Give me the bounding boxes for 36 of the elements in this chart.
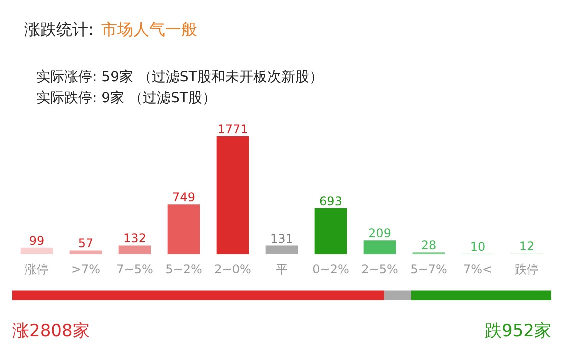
data-label: 28 bbox=[421, 238, 437, 253]
text: 实际涨停: 59家 （过滤ST股和未开板次新股） bbox=[36, 70, 324, 86]
data-label: 131 bbox=[270, 232, 294, 246]
x-tick-label: 跌停 bbox=[515, 262, 539, 276]
chart-title: 涨跌统计: bbox=[24, 20, 94, 39]
x-tick-label: 2~5% bbox=[362, 262, 398, 276]
data-label: 99 bbox=[29, 234, 45, 248]
text: 实际跌停: 9家 （过滤ST股） bbox=[36, 90, 216, 106]
bar bbox=[70, 250, 102, 254]
chart-subtitle: 市场人气一般 bbox=[102, 20, 198, 39]
data-label: 693 bbox=[320, 194, 342, 208]
x-tick-label: 7~5% bbox=[116, 262, 154, 276]
x-tick-label: 5~7% bbox=[410, 262, 448, 276]
x-tick-label: 7%< bbox=[463, 262, 493, 276]
bar bbox=[266, 246, 298, 254]
x-tick-label: 2~0% bbox=[214, 262, 252, 276]
data-label: 57 bbox=[78, 236, 94, 251]
data-label: 1771 bbox=[218, 122, 248, 136]
text: 涨2808家 bbox=[12, 321, 90, 342]
data-label: 132 bbox=[124, 232, 146, 246]
x-tick-label: 涨停 bbox=[25, 262, 49, 276]
data-label: 12 bbox=[519, 240, 535, 254]
x-tick-label: >7% bbox=[71, 262, 101, 276]
x-tick-label: 平 bbox=[276, 262, 288, 276]
bar bbox=[216, 136, 250, 254]
text: 跌952家 bbox=[485, 321, 552, 342]
bar bbox=[168, 204, 200, 254]
data-label: 209 bbox=[368, 226, 392, 241]
x-tick-label: 0~2% bbox=[312, 262, 350, 276]
bar bbox=[364, 240, 396, 254]
bar bbox=[20, 248, 54, 254]
data-label: 10 bbox=[470, 240, 486, 254]
data-label: 749 bbox=[172, 190, 196, 205]
bar bbox=[314, 208, 348, 254]
bar bbox=[118, 246, 152, 254]
x-tick-label: 5~2% bbox=[166, 262, 202, 276]
